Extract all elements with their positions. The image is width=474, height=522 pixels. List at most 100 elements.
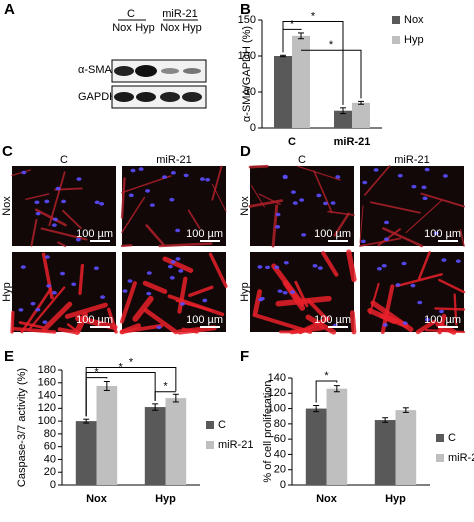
cell xyxy=(187,209,201,230)
nucleus xyxy=(433,231,439,236)
cell xyxy=(41,301,73,332)
cell xyxy=(57,241,67,248)
nucleus xyxy=(61,199,67,204)
nucleus xyxy=(384,220,390,225)
cell xyxy=(48,171,66,227)
nucleus xyxy=(274,265,280,270)
nucleus xyxy=(265,265,271,270)
nucleus xyxy=(316,193,322,198)
significance-bracket xyxy=(154,391,176,401)
y-tick-label: 150 xyxy=(238,14,256,26)
scale-bar-label: 100 µm xyxy=(186,228,223,240)
nucleus xyxy=(441,258,447,262)
cell xyxy=(120,244,133,248)
nucleus xyxy=(128,193,134,198)
blot-group: miR-21 xyxy=(162,8,197,20)
legend-label: Hyp xyxy=(404,34,424,46)
nucleus xyxy=(382,323,388,327)
band xyxy=(114,92,134,102)
cell xyxy=(252,313,313,334)
nucleus xyxy=(283,260,289,265)
cell xyxy=(382,227,424,248)
cell xyxy=(121,175,172,194)
cell xyxy=(208,252,228,288)
nucleus xyxy=(167,264,173,269)
cell xyxy=(321,251,339,277)
nucleus xyxy=(52,217,58,222)
nucleus xyxy=(330,201,336,205)
row-label: Hyp xyxy=(239,282,251,302)
scale-bar-label: 100 µm xyxy=(314,228,351,240)
nucleus xyxy=(395,283,401,287)
significance-label: * xyxy=(311,10,316,22)
micrograph: 100 µm xyxy=(119,252,228,335)
cell xyxy=(346,249,357,283)
cell xyxy=(158,242,213,248)
nucleus xyxy=(362,180,368,185)
significance-bracket xyxy=(282,28,302,53)
panel-label: F xyxy=(240,348,249,365)
nucleus xyxy=(75,237,81,242)
nucleus xyxy=(282,174,288,179)
bar xyxy=(292,35,310,129)
error-bar xyxy=(340,107,346,115)
nucleus xyxy=(170,260,176,264)
nucleus xyxy=(170,171,176,175)
x-tick-label: Hyp xyxy=(155,493,176,505)
cell xyxy=(120,323,164,334)
cell xyxy=(459,229,465,247)
nucleus xyxy=(290,290,296,294)
x-tick-label: miR-21 xyxy=(334,136,371,148)
significance-bracket xyxy=(85,366,177,417)
blot-box xyxy=(111,59,207,83)
bar xyxy=(352,102,370,128)
nucleus xyxy=(162,175,168,179)
y-tick-label: 0 xyxy=(250,122,256,134)
cell xyxy=(377,228,401,247)
micrograph: 100 µm xyxy=(359,165,465,248)
nucleus xyxy=(169,197,175,202)
nucleus xyxy=(299,198,305,202)
blot-box xyxy=(111,85,207,109)
x-tick-label: Nox xyxy=(316,493,338,505)
cell xyxy=(369,201,421,214)
nucleus xyxy=(442,174,448,178)
cell xyxy=(368,282,380,315)
column-label: miR-21 xyxy=(394,154,429,166)
micrograph: 100 µm xyxy=(11,166,116,248)
cell xyxy=(176,325,217,335)
cell xyxy=(250,185,265,208)
legend-label: C xyxy=(448,432,456,444)
error-bar xyxy=(313,405,320,413)
bar xyxy=(395,410,417,485)
cell xyxy=(248,164,269,169)
nucleus xyxy=(411,184,417,189)
nucleus xyxy=(376,266,382,271)
cell xyxy=(258,193,281,206)
nucleus xyxy=(18,308,24,312)
nucleus xyxy=(402,321,408,325)
nucleus xyxy=(156,325,162,330)
blot-row: α-SMA xyxy=(78,64,113,76)
nucleus xyxy=(292,201,298,205)
nucleus xyxy=(146,291,152,296)
column-label: C xyxy=(60,154,68,166)
y-tick-label: 120 xyxy=(268,387,286,399)
band xyxy=(135,65,157,77)
nucleus xyxy=(455,259,461,263)
bar xyxy=(144,407,166,485)
y-tick-label: 140 xyxy=(268,372,286,384)
y-tick-label: 50 xyxy=(244,86,256,98)
nucleus xyxy=(275,225,281,229)
cell xyxy=(78,263,85,296)
cell xyxy=(40,227,88,241)
cell xyxy=(294,280,309,308)
cell xyxy=(420,192,465,208)
cell xyxy=(282,280,306,311)
y-tick-label: 100 xyxy=(38,415,56,427)
nucleus xyxy=(55,186,61,191)
nucleus xyxy=(275,212,281,217)
blot-lane: Nox xyxy=(112,22,132,34)
y-tick-label: 80 xyxy=(44,428,56,440)
error-bar xyxy=(402,407,409,413)
